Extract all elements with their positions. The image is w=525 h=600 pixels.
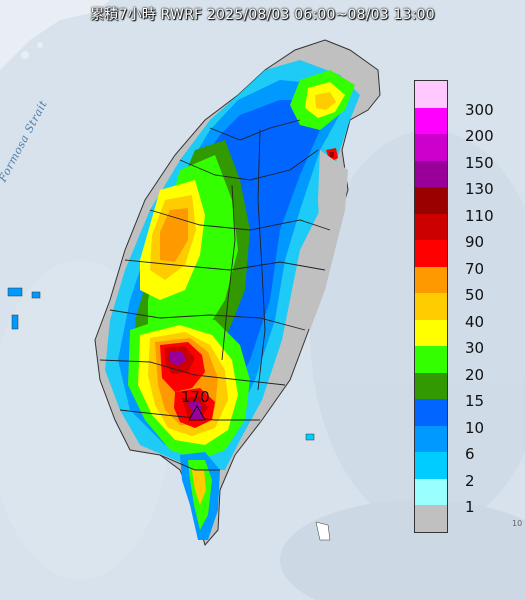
offshore-islands (7, 287, 331, 541)
legend-label: 10 (465, 418, 485, 437)
legend-swatch (415, 81, 447, 108)
legend-label: 30 (465, 339, 485, 358)
legend-swatch (415, 372, 447, 399)
legend-swatch (415, 478, 447, 505)
legend-swatch (415, 425, 447, 452)
legend-swatch (415, 319, 447, 346)
legend-label: 90 (465, 233, 485, 252)
legend-swatch (415, 187, 447, 214)
legend-swatch (415, 346, 447, 373)
legend-swatch (415, 266, 447, 293)
county-borders (99, 119, 331, 471)
rainfall-legend (414, 80, 448, 533)
max-rainfall-marker (188, 405, 206, 421)
legend-label: 150 (465, 153, 494, 172)
max-rainfall-label: 170 (181, 388, 210, 406)
legend-swatch (415, 213, 447, 240)
legend-swatch (415, 452, 447, 479)
map-title: 累積7小時 RWRF 2025/08/03 06:00~08/03 13:00 (90, 7, 435, 23)
legend-swatch (415, 160, 447, 187)
legend-swatch (415, 240, 447, 267)
legend-label: 110 (465, 206, 494, 225)
legend-label: 6 (465, 445, 475, 464)
legend-label: 40 (465, 312, 485, 331)
legend-label: 15 (465, 392, 485, 411)
legend-swatch (415, 505, 447, 532)
legend-label: 20 (465, 365, 485, 384)
legend-label: 50 (465, 286, 485, 305)
legend-label: 300 (465, 100, 494, 119)
mainland-coast (0, 0, 110, 70)
legend-label: 1 (465, 498, 475, 517)
corner-mark: 10 (512, 519, 523, 528)
legend-label: 2 (465, 471, 475, 490)
legend-label: 130 (465, 180, 494, 199)
legend-swatch (415, 107, 447, 134)
legend-swatch (415, 399, 447, 426)
legend-label: 200 (465, 127, 494, 146)
legend-swatch (415, 293, 447, 320)
legend-label: 70 (465, 259, 485, 278)
legend-swatch (415, 134, 447, 161)
